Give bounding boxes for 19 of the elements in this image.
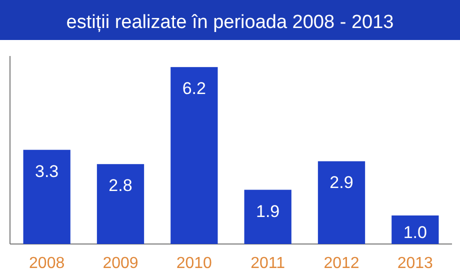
- bar: [23, 150, 70, 244]
- x-tick-label: 2011: [250, 255, 286, 272]
- data-label: 1.9: [256, 202, 280, 221]
- x-tick-label: 2008: [29, 255, 65, 272]
- data-label: 2.9: [330, 173, 354, 192]
- x-tick-label: 2012: [324, 255, 360, 272]
- bar: [170, 67, 218, 244]
- chart-title: estiții realizate în perioada 2008 - 2013: [66, 12, 394, 33]
- data-label: 2.8: [108, 176, 132, 196]
- data-label: 6.2: [182, 79, 206, 98]
- bar: [96, 164, 144, 244]
- bar: [318, 161, 366, 244]
- data-label: 1.0: [403, 223, 427, 242]
- x-tick-label: 2013: [397, 255, 434, 272]
- x-tick-label: 2009: [102, 255, 138, 272]
- x-tick-label: 2010: [176, 255, 212, 272]
- bar: [244, 190, 292, 244]
- bar: [392, 215, 439, 244]
- data-label: 3.3: [35, 162, 59, 181]
